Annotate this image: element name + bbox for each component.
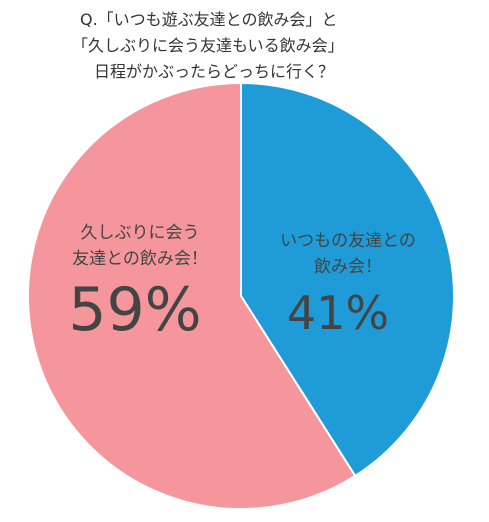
chart-title: 日程がかぶったらどっちに行く？ xyxy=(94,62,335,81)
chart-title: Q.「いつも遊ぶ友達との飲み会」と xyxy=(80,10,338,29)
value-label: 41% xyxy=(286,286,390,340)
slice-label: 久しぶりに会う 友達との飲み会！ xyxy=(72,223,208,269)
pie-slice xyxy=(240,81,455,478)
value-label: 59% xyxy=(68,275,202,345)
slice-label: いつもの友達との 飲み会！ xyxy=(280,231,416,277)
pie-slice xyxy=(27,81,357,510)
chart-title: 「久しぶりに会う友達もいる飲み会」 xyxy=(72,36,344,55)
